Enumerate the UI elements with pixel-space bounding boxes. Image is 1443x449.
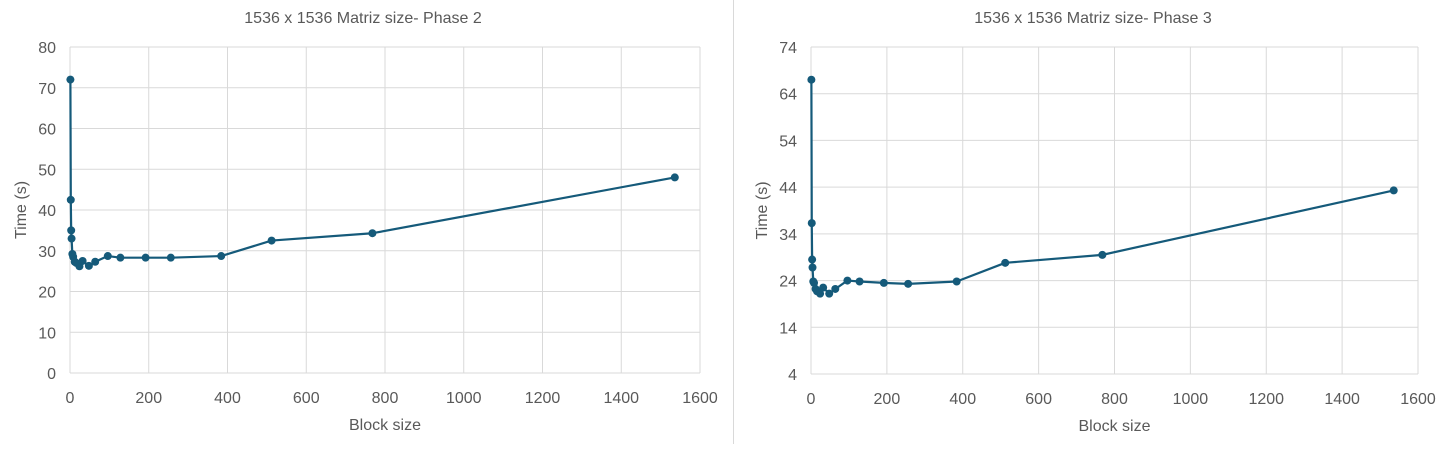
data-point: [952, 277, 961, 286]
data-point: [66, 75, 75, 84]
data-point: [810, 278, 819, 287]
data-point: [67, 226, 76, 235]
data-point: [217, 252, 226, 261]
x-tick-label: 1200: [1248, 391, 1284, 408]
data-point: [66, 195, 75, 204]
y-tick-label: 70: [38, 81, 56, 98]
y-tick-label: 30: [38, 244, 56, 261]
data-point: [807, 75, 816, 84]
chart-panel-phase3: 1536 x 1536 Matriz size- Phase 3 4 14 24 34 4…: [735, 0, 1443, 444]
data-point: [267, 236, 276, 245]
x-tick-label: 600: [293, 390, 320, 407]
y-tick-label: 64: [779, 87, 797, 104]
data-point: [843, 276, 852, 285]
y-tick-label: 20: [38, 285, 56, 302]
data-point: [1389, 186, 1398, 195]
x-tick-label: 1600: [682, 390, 718, 407]
data-point: [1098, 250, 1107, 259]
y-tick-label: 54: [779, 133, 797, 150]
y-axis-label: Time (s): [13, 181, 30, 239]
chart-phase2: 1536 x 1536 Matriz size- Phase 2 0 10 20 30 4…: [13, 10, 718, 434]
x-tick-label: 1000: [446, 390, 482, 407]
data-point: [807, 219, 816, 228]
y-tick-label: 4: [788, 367, 797, 384]
data-point: [103, 252, 112, 261]
x-tick-label: 200: [135, 390, 162, 407]
x-axis-label: Block size: [1078, 418, 1150, 435]
data-point: [819, 283, 828, 292]
chart-phase3: 1536 x 1536 Matriz size- Phase 3 4 14 24 34 4…: [754, 10, 1436, 435]
data-point: [855, 277, 864, 286]
y-tick-label: 14: [779, 320, 797, 337]
series-line: [69, 79, 675, 268]
x-tick-label: 0: [807, 391, 816, 408]
y-tick-label: 40: [38, 203, 56, 220]
x-axis-label: Block size: [349, 417, 421, 434]
x-tick-label: 1200: [525, 390, 561, 407]
y-tick-label: 34: [779, 227, 797, 244]
panel-divider: [733, 0, 734, 444]
x-tick-label: 1400: [1324, 391, 1360, 408]
y-tick-label: 44: [779, 180, 797, 197]
x-tick-label: 1600: [1400, 391, 1436, 408]
x-tick-label: 1400: [603, 390, 639, 407]
data-point: [879, 278, 888, 287]
x-tick-label: 0: [66, 390, 75, 407]
x-tick-label: 600: [1025, 391, 1052, 408]
y-tick-label: 80: [38, 40, 56, 57]
data-point: [116, 253, 125, 262]
data-point: [141, 253, 150, 262]
x-tick-label: 400: [949, 391, 976, 408]
x-tick-label: 400: [214, 390, 241, 407]
chart-title: 1536 x 1536 Matriz size- Phase 2: [244, 10, 482, 27]
y-tick-label: 0: [47, 366, 56, 383]
data-point: [808, 255, 817, 264]
data-point: [808, 263, 817, 272]
data-point: [84, 261, 93, 270]
x-tick-label: 1000: [1173, 391, 1209, 408]
chart-panel-phase2: 1536 x 1536 Matriz size- Phase 2 0 10 20 30 4…: [13, 10, 718, 434]
data-point: [904, 279, 913, 288]
x-tick-label: 200: [874, 391, 901, 408]
y-tick-label: 24: [779, 274, 797, 291]
data-point: [670, 173, 679, 182]
y-axis-label: Time (s): [754, 181, 771, 239]
data-point: [78, 256, 87, 265]
data-point: [816, 289, 825, 298]
y-tick-label: 50: [38, 162, 56, 179]
x-tick-label: 800: [372, 390, 399, 407]
data-point: [368, 229, 377, 238]
data-point: [831, 284, 840, 293]
y-tick-label: 10: [38, 325, 56, 342]
chart-title: 1536 x 1536 Matriz size- Phase 3: [974, 10, 1212, 27]
y-tick-label: 74: [779, 40, 797, 57]
data-point: [91, 257, 100, 266]
data-point: [1001, 258, 1010, 267]
data-point: [67, 234, 76, 243]
x-tick-label: 800: [1101, 391, 1128, 408]
y-tick-label: 60: [38, 122, 56, 139]
data-point: [166, 253, 175, 262]
data-point: [825, 289, 834, 298]
